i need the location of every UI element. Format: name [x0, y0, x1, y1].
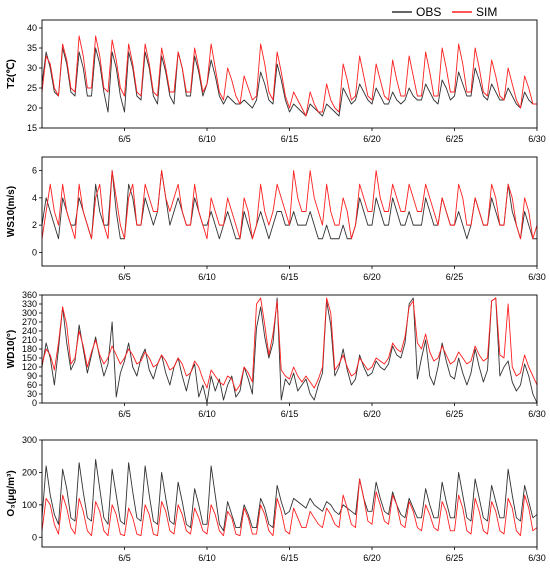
x-tick-label: 6/15 [281, 272, 299, 282]
series-line-obs [41, 297, 538, 404]
series-line-sim [41, 170, 538, 240]
legend-sim-label: SIM [476, 5, 497, 19]
x-tick-label: 6/5 [118, 134, 131, 144]
y-tick-label: 25 [27, 83, 37, 93]
y-tick-label: 40 [27, 23, 37, 33]
x-tick-label: 6/15 [281, 409, 299, 419]
y-tick-label: 0 [32, 398, 37, 408]
y-tick-label: 30 [27, 63, 37, 73]
plot-frame [41, 294, 538, 404]
y-tick-label: 100 [22, 500, 37, 510]
x-tick-label: 6/10 [198, 553, 216, 563]
y-tick-label: 120 [22, 362, 37, 372]
y-tick-label: 270 [22, 317, 37, 327]
y-tick-label: 210 [22, 335, 37, 345]
y-tick-label: 180 [22, 344, 37, 354]
x-tick-label: 6/20 [363, 134, 381, 144]
y-tick-label: 240 [22, 326, 37, 336]
x-tick-label: 6/30 [528, 409, 546, 419]
y-tick-label: 360 [22, 290, 37, 300]
y-axis-title: WS10(m/s) [6, 186, 17, 237]
x-tick-label: 6/10 [198, 134, 216, 144]
y-tick-label: 2 [32, 220, 37, 230]
x-tick-label: 6/25 [446, 272, 464, 282]
y-tick-label: 6 [32, 166, 37, 176]
series-line-obs [41, 459, 538, 532]
y-axis-title: O₃(μg/m³) [6, 470, 17, 516]
y-tick-label: 15 [27, 123, 37, 133]
series-line-obs [41, 47, 537, 117]
y-tick-label: 0 [32, 247, 37, 257]
chart-panel-4: 0 100 200 300 6/5 6/10 6/15 6/20 6/25 6/30 O₃(μg/m… [6, 435, 546, 563]
y-axis-title: WD10(°) [6, 330, 17, 368]
x-tick-label: 6/10 [198, 409, 216, 419]
x-tick-label: 6/10 [198, 272, 216, 282]
y-tick-label: 20 [27, 103, 37, 113]
x-tick-label: 6/5 [118, 409, 131, 419]
y-axis-title: T2(℃) [6, 59, 17, 89]
x-tick-label: 6/30 [528, 134, 546, 144]
x-tick-label: 6/20 [363, 553, 381, 563]
y-tick-label: 200 [22, 467, 37, 477]
series-line-sim [41, 478, 538, 537]
x-tick-label: 6/20 [363, 272, 381, 282]
x-tick-label: 6/15 [281, 134, 299, 144]
y-tick-label: 30 [27, 389, 37, 399]
x-tick-label: 6/25 [446, 134, 464, 144]
y-tick-label: 150 [22, 353, 37, 363]
x-tick-label: 6/25 [446, 553, 464, 563]
y-tick-label: 0 [32, 532, 37, 542]
y-tick-label: 4 [32, 193, 37, 203]
y-tick-label: 90 [27, 371, 37, 381]
x-tick-label: 6/30 [528, 553, 546, 563]
x-tick-label: 6/15 [281, 553, 299, 563]
legend: OBS SIM [392, 5, 497, 19]
y-tick-label: 35 [27, 43, 37, 53]
x-tick-label: 6/30 [528, 272, 546, 282]
series-line-sim [41, 35, 537, 117]
series-line-sim [41, 297, 538, 392]
x-tick-label: 6/20 [363, 409, 381, 419]
chart-panel-2: 0 2 4 6 6/5 6/10 6/15 6/20 6/25 6/30 WS10(m/s) [6, 156, 546, 282]
y-tick-label: 60 [27, 380, 37, 390]
legend-obs-label: OBS [416, 5, 441, 19]
x-tick-label: 6/5 [118, 272, 131, 282]
x-tick-label: 6/5 [118, 553, 131, 563]
chart-panel-1: 15 20 25 30 35 40 6/5 6/10 6/15 6/20 6/25 6/30 T2(℃) [6, 19, 546, 144]
series-line-obs [41, 170, 537, 240]
y-tick-label: 330 [22, 299, 37, 309]
x-tick-label: 6/25 [446, 409, 464, 419]
y-tick-label: 300 [22, 435, 37, 445]
y-tick-label: 300 [22, 308, 37, 318]
